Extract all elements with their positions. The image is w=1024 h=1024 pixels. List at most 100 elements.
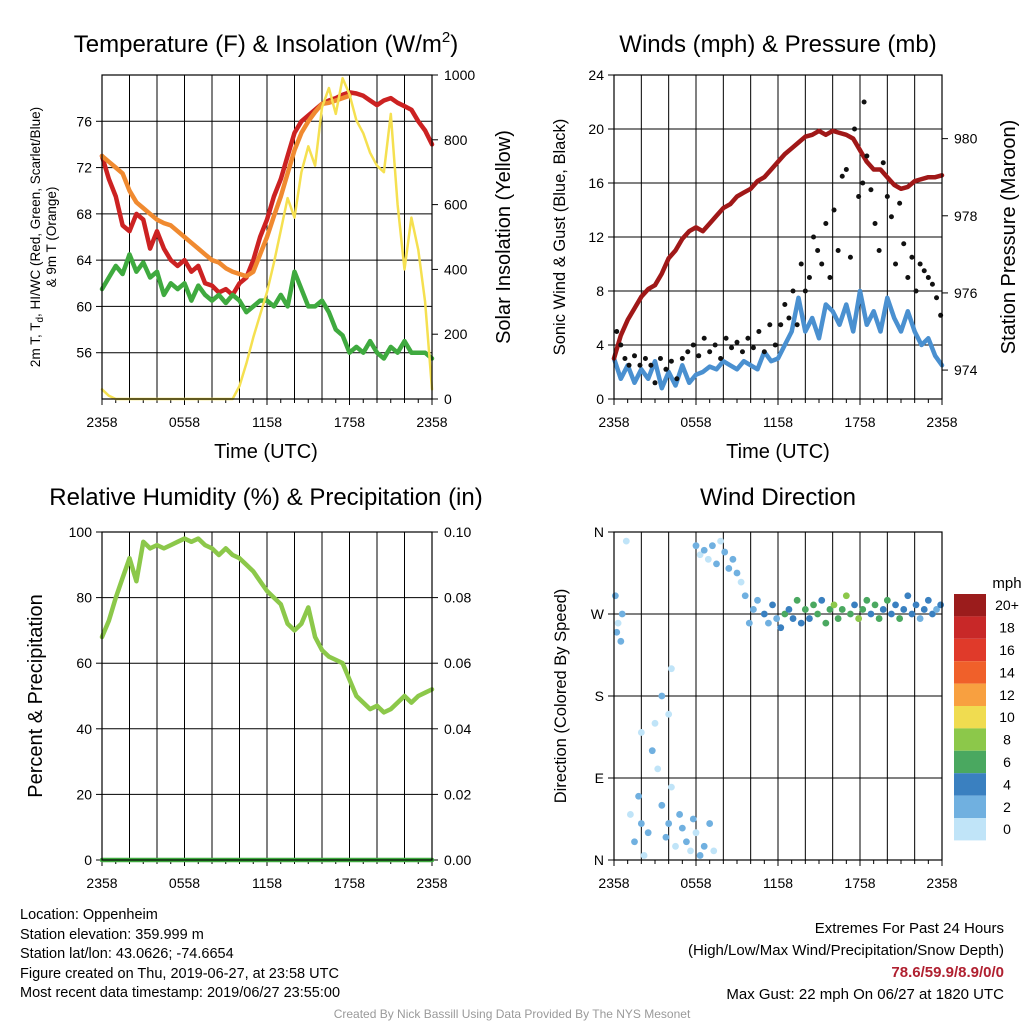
colorbar-label: 12 — [999, 687, 1015, 703]
direction-point — [678, 824, 686, 832]
gust-point — [929, 281, 935, 287]
x-tick-label: 2358 — [416, 875, 447, 891]
x-tick-label: 2358 — [598, 414, 629, 430]
gust-point — [827, 275, 833, 280]
y-tick-label: 72 — [76, 160, 92, 176]
y-tick-label: 24 — [588, 67, 604, 83]
colorbar-label: 0 — [1003, 821, 1011, 837]
colorbar-swatch — [954, 594, 986, 617]
direction-point — [765, 619, 772, 627]
gust-point — [917, 261, 923, 267]
y-tick-label: 20 — [76, 786, 92, 802]
direction-point — [810, 601, 817, 609]
y-tick-label: 80 — [76, 590, 92, 606]
direction-point — [789, 615, 797, 622]
direction-point — [912, 601, 920, 609]
temp-ylabel-left-line2: & 9m T (Orange) — [44, 187, 59, 288]
direction-point — [611, 592, 619, 600]
gust-point — [897, 200, 903, 206]
y2-tick-label: 980 — [954, 131, 978, 147]
series-line-relative-humidity — [99, 536, 435, 715]
gust-point — [798, 261, 804, 267]
x-tick-label: 2358 — [86, 875, 117, 891]
direction-point — [710, 847, 718, 855]
y-tick-label: 12 — [588, 229, 604, 245]
direction-point — [631, 838, 638, 846]
x-tick-label: 2358 — [598, 875, 629, 891]
direction-point — [614, 619, 622, 627]
gust-point — [674, 376, 680, 382]
x-tick-label: 1758 — [844, 414, 875, 430]
gust-point — [861, 99, 867, 105]
direction-point — [892, 601, 899, 609]
direction-point — [754, 596, 761, 604]
direction-point — [933, 606, 940, 613]
y-tick-label: 0 — [84, 852, 92, 868]
direction-point — [826, 606, 834, 613]
direction-point — [760, 610, 768, 618]
y-tick-label: 0 — [596, 391, 604, 407]
y2-tick-label: 0.08 — [444, 590, 471, 606]
y2-tick-label: 600 — [444, 197, 468, 213]
plot-frame — [613, 531, 943, 861]
gust-point — [811, 234, 817, 240]
x-tick-label: 1758 — [844, 875, 875, 891]
x-tick-label: 0558 — [169, 414, 200, 430]
y-tick-label: 100 — [69, 524, 93, 540]
y2-tick-label: 0 — [444, 391, 452, 407]
direction-point — [654, 765, 662, 773]
direction-point — [888, 610, 895, 618]
gust-point — [835, 248, 841, 253]
extremes-description: (High/Low/Max Wind/Precipitation/Snow De… — [688, 942, 1004, 959]
gust-point — [648, 362, 654, 368]
gust-point — [852, 126, 858, 132]
gust-point — [663, 366, 669, 372]
colorbar-swatch — [954, 616, 986, 639]
direction-point — [851, 601, 858, 609]
gust-point — [701, 335, 707, 341]
gust-point — [778, 322, 784, 328]
direction-point — [733, 569, 741, 577]
gust-point — [632, 353, 637, 359]
gust-point — [626, 362, 632, 368]
gust-point — [734, 339, 740, 345]
x-tick-label: 2358 — [926, 875, 957, 891]
direction-point — [640, 852, 648, 859]
gust-point — [847, 254, 853, 260]
direction-point — [706, 820, 714, 827]
direction-point — [920, 606, 928, 613]
direction-point — [713, 560, 720, 568]
direction-point — [696, 551, 704, 559]
x-tick-label: 2358 — [86, 414, 117, 430]
colorbar-swatch — [954, 728, 986, 751]
station-location: Location: Oppenheim — [20, 907, 158, 923]
direction-point — [658, 801, 666, 809]
series-line-station-pressure — [611, 128, 945, 361]
colorbar-swatch — [954, 683, 986, 706]
y-tick-label: N — [594, 524, 604, 540]
direction-point — [668, 783, 675, 791]
colorbar-label: 2 — [1003, 799, 1011, 815]
direction-point — [916, 615, 924, 622]
direction-point — [818, 596, 826, 604]
direction-point — [721, 548, 729, 556]
y2-tick-label: 978 — [954, 208, 978, 224]
temp-ylabel-right: Solar Insolation (Yellow) — [493, 130, 515, 344]
direction-point — [773, 615, 781, 622]
gust-point — [750, 345, 756, 351]
y2-tick-label: 0.04 — [444, 721, 471, 737]
gust-point — [925, 275, 931, 280]
gust-point — [884, 194, 890, 199]
gust-point — [815, 248, 821, 253]
direction-point — [665, 710, 673, 718]
gust-point — [690, 342, 696, 348]
gust-point — [723, 335, 729, 341]
direction-point — [801, 606, 809, 613]
y-tick-label: S — [595, 688, 604, 704]
extremes-values: 78.6/59.9/8.9/0/0 — [891, 964, 1004, 981]
series-line-2m-t — [99, 90, 435, 298]
colorbar-swatch — [954, 638, 986, 662]
gust-point — [819, 261, 825, 267]
direction-point — [847, 610, 854, 618]
